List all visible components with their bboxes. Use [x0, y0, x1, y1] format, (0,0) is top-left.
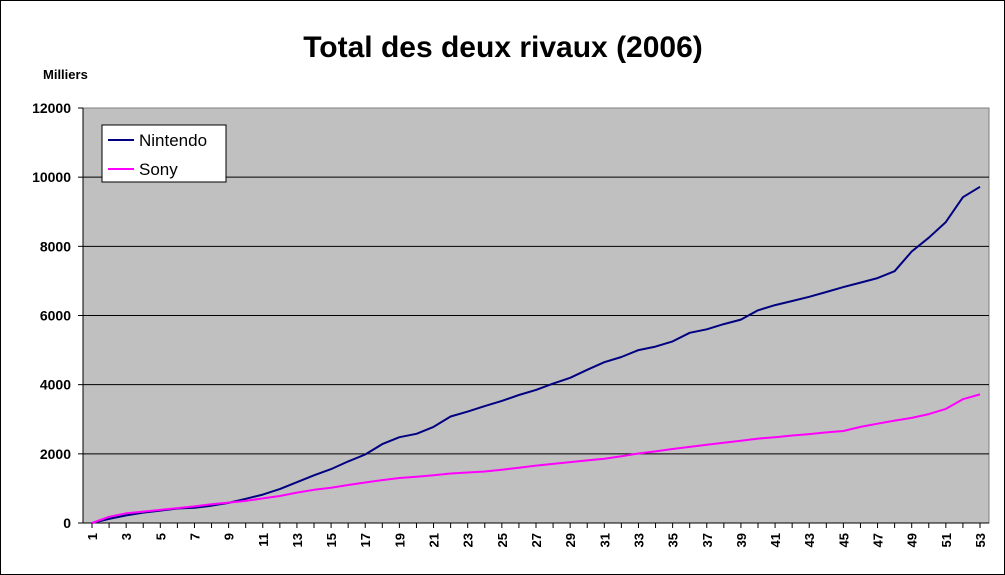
y-tick-label: 0 — [63, 515, 71, 531]
legend-label-nintendo: Nintendo — [139, 131, 207, 150]
y-tick-label: 8000 — [40, 238, 71, 254]
legend: Nintendo Sony — [101, 124, 227, 183]
y-unit-label: Milliers — [43, 67, 88, 82]
x-tick-label: 39 — [734, 533, 749, 547]
y-tick-label: 4000 — [40, 377, 71, 393]
x-tick-label: 9 — [222, 533, 237, 540]
x-tick-label: 47 — [871, 533, 886, 547]
x-tick-label: 31 — [597, 533, 612, 547]
series-line-sony — [91, 393, 981, 524]
chart-title: Total des deux rivaux (2006) — [303, 31, 703, 64]
x-tick-label: 11 — [256, 533, 271, 547]
x-tick-label: 49 — [905, 533, 920, 547]
y-tick-label: 2000 — [40, 446, 71, 462]
x-tick-label: 45 — [836, 533, 851, 547]
y-axis: 0 2000 4000 6000 8000 10000 12000 — [32, 100, 84, 531]
x-tick-label: 27 — [529, 533, 544, 547]
x-tick-label: 21 — [427, 533, 442, 547]
x-tick-label: 5 — [153, 533, 168, 540]
x-tick-label: 19 — [392, 533, 407, 547]
x-axis: 1 3 5 7 9 11 13 15 17 19 21 23 25 27 29 31 33 35 37 39 41 43 4… — [83, 522, 989, 547]
x-tick-label: 13 — [290, 533, 305, 547]
y-tick-label: 12000 — [32, 100, 71, 116]
series-line-nintendo — [91, 185, 981, 524]
x-tick-label: 33 — [631, 533, 646, 547]
y-tick-label: 6000 — [40, 308, 71, 324]
x-tick-label: 1 — [85, 533, 100, 540]
series-group — [91, 185, 981, 524]
x-tick-label: 7 — [187, 533, 202, 540]
x-tick-label: 17 — [358, 533, 373, 547]
legend-label-sony: Sony — [139, 160, 178, 179]
x-tick-label: 3 — [119, 533, 134, 540]
x-tick-label: 35 — [666, 533, 681, 547]
x-tick-label: 25 — [495, 533, 510, 547]
x-tick-label: 29 — [563, 533, 578, 547]
x-tick-label: 41 — [768, 533, 783, 547]
x-tick-label: 23 — [461, 533, 476, 547]
x-tick-label: 43 — [802, 533, 817, 547]
x-tick-label: 53 — [973, 533, 988, 547]
x-tick-label: 37 — [700, 533, 715, 547]
legend-box — [101, 124, 227, 183]
y-tick-label: 10000 — [32, 169, 71, 185]
x-tick-label: 15 — [324, 533, 339, 547]
x-tick-label: 51 — [939, 533, 954, 547]
gridlines — [83, 176, 989, 455]
